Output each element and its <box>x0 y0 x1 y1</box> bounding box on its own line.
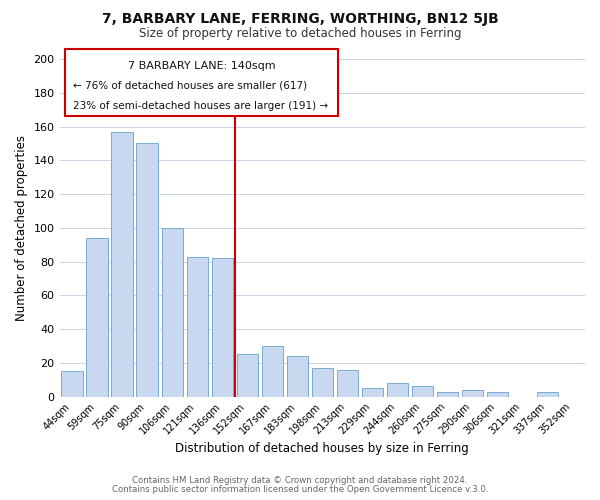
Bar <box>112 132 133 396</box>
Text: 7, BARBARY LANE, FERRING, WORTHING, BN12 5JB: 7, BARBARY LANE, FERRING, WORTHING, BN12… <box>101 12 499 26</box>
Bar <box>537 392 558 396</box>
Bar <box>412 386 433 396</box>
Text: 23% of semi-detached houses are larger (191) →: 23% of semi-detached houses are larger (… <box>73 101 328 111</box>
Bar <box>161 228 183 396</box>
Bar <box>437 392 458 396</box>
Bar <box>387 383 408 396</box>
Bar <box>187 256 208 396</box>
X-axis label: Distribution of detached houses by size in Ferring: Distribution of detached houses by size … <box>175 442 469 455</box>
Bar <box>337 370 358 396</box>
FancyBboxPatch shape <box>65 49 338 116</box>
Bar <box>86 238 108 396</box>
Bar <box>212 258 233 396</box>
Text: Contains HM Land Registry data © Crown copyright and database right 2024.: Contains HM Land Registry data © Crown c… <box>132 476 468 485</box>
Text: Contains public sector information licensed under the Open Government Licence v.: Contains public sector information licen… <box>112 484 488 494</box>
Bar <box>362 388 383 396</box>
Text: Size of property relative to detached houses in Ferring: Size of property relative to detached ho… <box>139 28 461 40</box>
Bar <box>462 390 483 396</box>
Bar <box>487 392 508 396</box>
Bar <box>287 356 308 397</box>
Bar <box>136 144 158 396</box>
Text: 7 BARBARY LANE: 140sqm: 7 BARBARY LANE: 140sqm <box>128 60 275 70</box>
Text: ← 76% of detached houses are smaller (617): ← 76% of detached houses are smaller (61… <box>73 81 307 91</box>
Bar <box>311 368 333 396</box>
Bar <box>262 346 283 397</box>
Bar <box>236 354 258 397</box>
Y-axis label: Number of detached properties: Number of detached properties <box>15 135 28 321</box>
Bar <box>61 372 83 396</box>
